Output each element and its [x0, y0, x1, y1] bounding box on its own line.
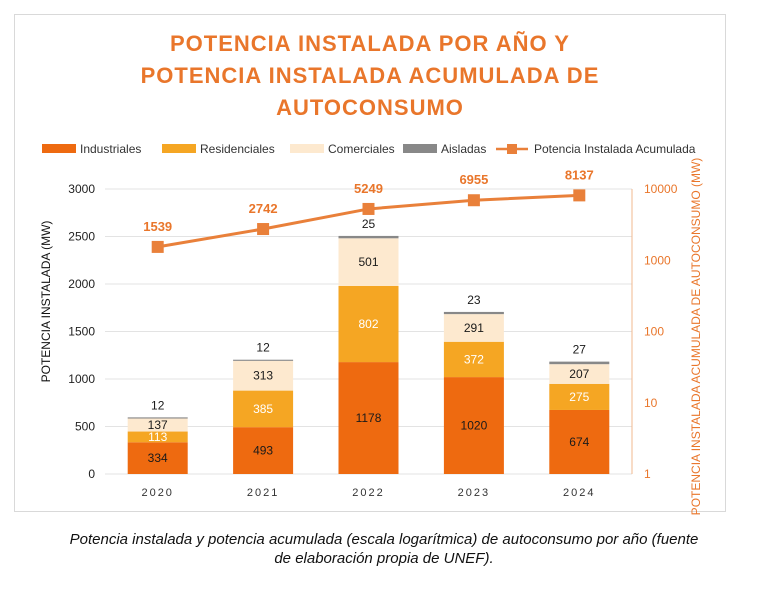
- data-label-residenciales-2020: 113: [148, 430, 167, 444]
- bar-residenciales-2023: [443, 341, 504, 378]
- chart-title-line-3: AUTOCONSUMO: [276, 95, 464, 120]
- y-axis-title: POTENCIA INSTALADA (MW): [39, 221, 53, 383]
- chart-title-line-2: POTENCIA INSTALADA ACUMULADA DE: [140, 63, 600, 88]
- bar-aisladas-2020: [127, 417, 188, 419]
- y-tick-label: 500: [75, 420, 95, 434]
- legend-label: Comerciales: [328, 142, 395, 156]
- bar-comerciales-2020: [127, 418, 188, 432]
- data-label-aisladas-2023: 23: [467, 293, 481, 307]
- bar-comerciales-2023: [443, 314, 504, 342]
- legend-swatch: [403, 144, 437, 153]
- bar-aisladas-2024: [549, 361, 610, 365]
- bar-residenciales-2021: [233, 390, 294, 428]
- cumulative-label-2024: 8137: [565, 167, 594, 182]
- y2-tick-label: 1: [644, 467, 651, 481]
- bar-comerciales-2021: [233, 360, 294, 391]
- cumulative-marker-2023: [467, 194, 480, 207]
- legend-marker-swatch: [507, 144, 517, 154]
- cumulative-marker-2024: [573, 189, 586, 202]
- y2-axis-title: POTENCIA INSTALADA ACUMULADA DE AUTOCONS…: [689, 158, 703, 516]
- data-label-comerciales-2020: 137: [148, 418, 168, 432]
- data-label-industriales-2022: 1178: [356, 411, 382, 425]
- legend-label: Potencia Instalada Acumulada: [534, 142, 696, 156]
- data-label-aisladas-2022: 25: [362, 217, 376, 231]
- chart-svg: 0 500 1000 1500 2000 2500 3000 1 10 100 1000 10000 P…: [39, 142, 703, 516]
- caption-line-1: Potencia instalada y potencia acumulada …: [69, 531, 699, 548]
- bar-residenciales-2024: [549, 383, 610, 410]
- y-tick-label: 1500: [68, 325, 95, 339]
- legend-swatch: [42, 144, 76, 153]
- bar-aisladas-2021: [233, 359, 294, 361]
- x-tick-label: 2022: [352, 487, 384, 499]
- y2-tick-label: 10: [644, 396, 658, 410]
- legend-swatch: [290, 144, 324, 153]
- cumulative-marker-2020: [151, 240, 164, 253]
- legend-label: Residenciales: [200, 142, 275, 156]
- bar-industriales-2021: [233, 427, 294, 474]
- bar-aisladas-2023: [443, 311, 504, 315]
- data-label-comerciales-2023: 291: [464, 321, 484, 335]
- data-label-residenciales-2021: 385: [253, 402, 273, 416]
- legend-label: Industriales: [80, 142, 141, 156]
- data-label-residenciales-2024: 275: [569, 390, 589, 404]
- data-label-industriales-2023: 1020: [461, 419, 488, 433]
- data-label-aisladas-2024: 27: [573, 343, 587, 357]
- data-label-industriales-2021: 493: [253, 444, 273, 458]
- data-label-comerciales-2024: 207: [569, 367, 589, 381]
- bar-aisladas-2022: [338, 235, 399, 239]
- cumulative-label-2022: 5249: [354, 181, 383, 196]
- bar-residenciales-2022: [338, 285, 399, 363]
- legend-label: Aisladas: [441, 142, 486, 156]
- data-label-aisladas-2021: 12: [256, 341, 270, 355]
- bar-industriales-2023: [443, 377, 504, 474]
- chart-title-line-1: POTENCIA INSTALADA POR AÑO Y: [170, 31, 570, 56]
- y-tick-label: 2500: [68, 230, 95, 244]
- cumulative-label-2023: 6955: [459, 172, 488, 187]
- y2-tick-label: 1000: [644, 253, 671, 267]
- y-tick-label: 3000: [68, 182, 95, 196]
- x-tick-label: 2024: [563, 487, 595, 499]
- data-label-aisladas-2020: 12: [151, 398, 165, 412]
- cumulative-marker-2021: [257, 223, 270, 236]
- y-tick-label: 2000: [68, 277, 95, 291]
- legend-swatch: [162, 144, 196, 153]
- bar-comerciales-2024: [549, 364, 610, 384]
- data-label-comerciales-2022: 501: [358, 255, 378, 269]
- data-label-residenciales-2023: 372: [464, 352, 484, 366]
- y-tick-label: 1000: [68, 372, 95, 386]
- data-label-comerciales-2021: 313: [253, 369, 273, 383]
- cumulative-marker-2022: [362, 202, 375, 215]
- data-label-residenciales-2022: 802: [358, 317, 378, 331]
- y-tick-label: 0: [88, 467, 95, 481]
- x-tick-label: 2020: [141, 487, 173, 499]
- bar-comerciales-2022: [338, 238, 399, 286]
- caption-line-2: de elaboración propia de UNEF).: [274, 550, 494, 567]
- x-tick-label: 2023: [458, 487, 490, 499]
- x-tick-label: 2021: [247, 487, 279, 499]
- cumulative-label-2021: 2742: [249, 201, 278, 216]
- bar-industriales-2024: [549, 409, 610, 474]
- bar-industriales-2020: [127, 442, 188, 474]
- figure-caption: Potencia instalada y potencia acumulada …: [0, 530, 768, 568]
- cumulative-label-2020: 1539: [143, 219, 172, 234]
- bar-residenciales-2020: [127, 431, 188, 443]
- y2-tick-label: 10000: [644, 182, 678, 196]
- y2-tick-label: 100: [644, 325, 664, 339]
- data-label-industriales-2024: 674: [569, 435, 589, 449]
- chart-title: POTENCIA INSTALADA POR AÑO Y POTENCIA IN…: [14, 28, 726, 124]
- data-label-industriales-2020: 334: [148, 451, 168, 465]
- bar-industriales-2022: [338, 362, 399, 474]
